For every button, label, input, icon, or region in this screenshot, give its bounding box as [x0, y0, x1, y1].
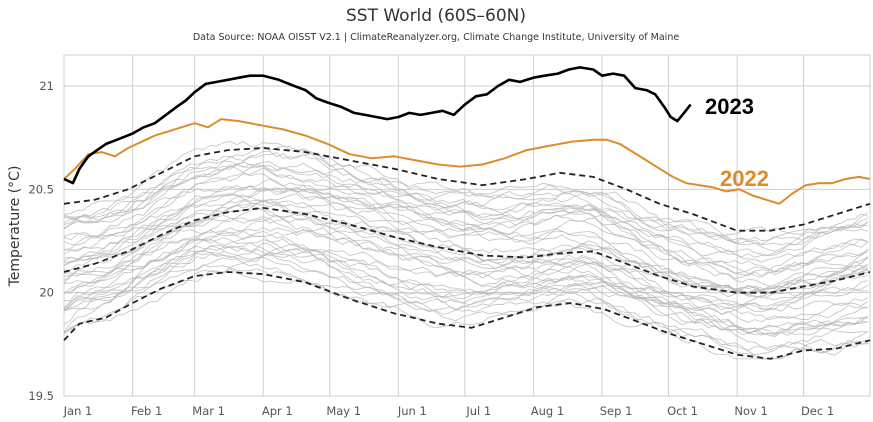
- historical-year-line: [63, 243, 868, 331]
- x-tick-label: Sep 1: [600, 404, 633, 418]
- x-tick-label: Jan 1: [63, 404, 93, 418]
- y-tick-label: 20: [39, 286, 54, 300]
- historical-year-line: [63, 242, 868, 336]
- x-tick-label: Aug 1: [531, 404, 564, 418]
- historical-year-line: [63, 226, 869, 311]
- historical-year-line: [63, 145, 868, 245]
- historical-year-line: [63, 250, 869, 349]
- x-tick-label: Feb 1: [131, 404, 162, 418]
- historical-year-line: [63, 249, 868, 336]
- historical-years-lines: [63, 140, 869, 360]
- historical-year-line: [63, 217, 868, 311]
- historical-year-line: [63, 164, 868, 258]
- y-tick-label: 19.5: [28, 389, 54, 403]
- historical-year-line: [63, 193, 868, 298]
- series-2023-line: [63, 66, 692, 185]
- historical-year-line: [63, 152, 868, 256]
- y-axis-label: Temperature (°C): [7, 166, 23, 288]
- y-tick-label: 21: [39, 79, 54, 93]
- historical-year-line: [63, 268, 868, 360]
- series-lines: [63, 66, 871, 360]
- historical-year-line: [63, 256, 868, 353]
- x-tick-label: Apr 1: [262, 404, 293, 418]
- x-tick-label: Oct 1: [667, 404, 698, 418]
- historical-year-line: [63, 186, 869, 280]
- annotation-2022: 2022: [720, 166, 769, 191]
- historical-year-line: [63, 185, 869, 291]
- x-tick-label: Jun 1: [397, 404, 427, 418]
- historical-year-line: [63, 160, 868, 237]
- historical-year-line: [63, 187, 869, 278]
- annotation-2023: 2023: [705, 94, 754, 119]
- x-tick-label: May 1: [326, 404, 361, 418]
- historical-year-line: [63, 229, 868, 323]
- historical-year-line: [63, 229, 869, 312]
- chart-subtitle: Data Source: NOAA OISST V2.1 | ClimateRe…: [193, 32, 680, 43]
- x-tick-label: Jul 1: [465, 404, 491, 418]
- series-mean-2-line: [63, 147, 871, 232]
- historical-year-line: [63, 238, 868, 335]
- historical-year-line: [63, 214, 868, 313]
- historical-year-line: [63, 206, 868, 301]
- historical-year-line: [63, 242, 868, 321]
- x-tick-label: Nov 1: [734, 404, 767, 418]
- historical-year-line: [63, 196, 869, 290]
- series-mean-2-line: [63, 271, 871, 360]
- x-tick-label: Mar 1: [192, 404, 225, 418]
- series-mean-line: [63, 206, 871, 294]
- x-tick-label: Dec 1: [801, 404, 834, 418]
- y-axis-ticks: 19.5 20 20.5 21: [28, 79, 54, 403]
- historical-year-line: [63, 266, 868, 356]
- chart-title: SST World (60S–60N): [346, 6, 526, 26]
- historical-year-line: [63, 212, 868, 310]
- historical-year-line: [63, 150, 869, 246]
- series-2022-line: [63, 118, 871, 205]
- x-axis-ticks: Jan 1 Feb 1 Mar 1 Apr 1 May 1 Jun 1 Jul 1 Aug 1…: [63, 404, 835, 418]
- historical-year-line: [63, 262, 869, 360]
- y-tick-label: 20.5: [28, 182, 54, 196]
